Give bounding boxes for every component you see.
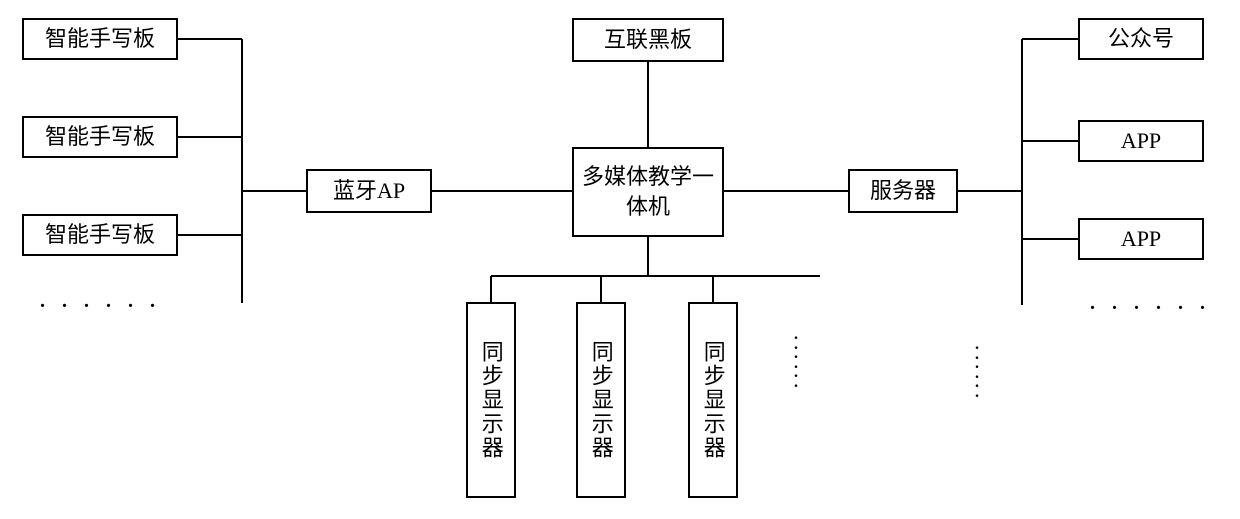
node-server-label: 服务器 — [870, 178, 936, 204]
node-sync-display-3-label: 同步显示器 — [699, 340, 727, 460]
node-sync-display-2-label: 同步显示器 — [587, 340, 615, 460]
node-bluetooth-ap-label: 蓝牙AP — [333, 178, 405, 204]
node-wechat-official: 公众号 — [1078, 18, 1204, 60]
node-app-2: APP — [1078, 218, 1204, 260]
node-server: 服务器 — [848, 169, 958, 213]
node-wechat-official-label: 公众号 — [1108, 26, 1174, 52]
node-app-2-label: APP — [1121, 226, 1161, 252]
ellipsis-servers: ...... — [975, 340, 979, 398]
node-sync-display-1: 同步显示器 — [466, 302, 516, 498]
node-sync-display-1-label: 同步显示器 — [477, 340, 505, 460]
node-blackboard-label: 互联黑板 — [604, 27, 692, 53]
node-tablet-3: 智能手写板 — [22, 214, 178, 256]
node-tablet-3-label: 智能手写板 — [45, 222, 155, 248]
node-tablet-2-label: 智能手写板 — [45, 124, 155, 150]
node-tablet-2: 智能手写板 — [22, 116, 178, 158]
node-sync-display-2: 同步显示器 — [576, 302, 626, 498]
node-tablet-1-label: 智能手写板 — [45, 26, 155, 52]
node-app-1: APP — [1078, 120, 1204, 162]
ellipsis-right-clients: . . . . . . — [1090, 292, 1211, 315]
node-sync-display-3: 同步显示器 — [688, 302, 738, 498]
node-multimedia-center: 多媒体教学一体机 — [572, 147, 724, 237]
node-multimedia-center-label: 多媒体教学一体机 — [574, 162, 722, 221]
node-bluetooth-ap: 蓝牙AP — [306, 169, 432, 213]
ellipsis-sync-displays: ...... — [794, 330, 798, 388]
node-blackboard: 互联黑板 — [572, 18, 724, 62]
node-app-1-label: APP — [1121, 128, 1161, 154]
ellipsis-left-tablets: . . . . . . — [40, 290, 161, 313]
node-tablet-1: 智能手写板 — [22, 18, 178, 60]
